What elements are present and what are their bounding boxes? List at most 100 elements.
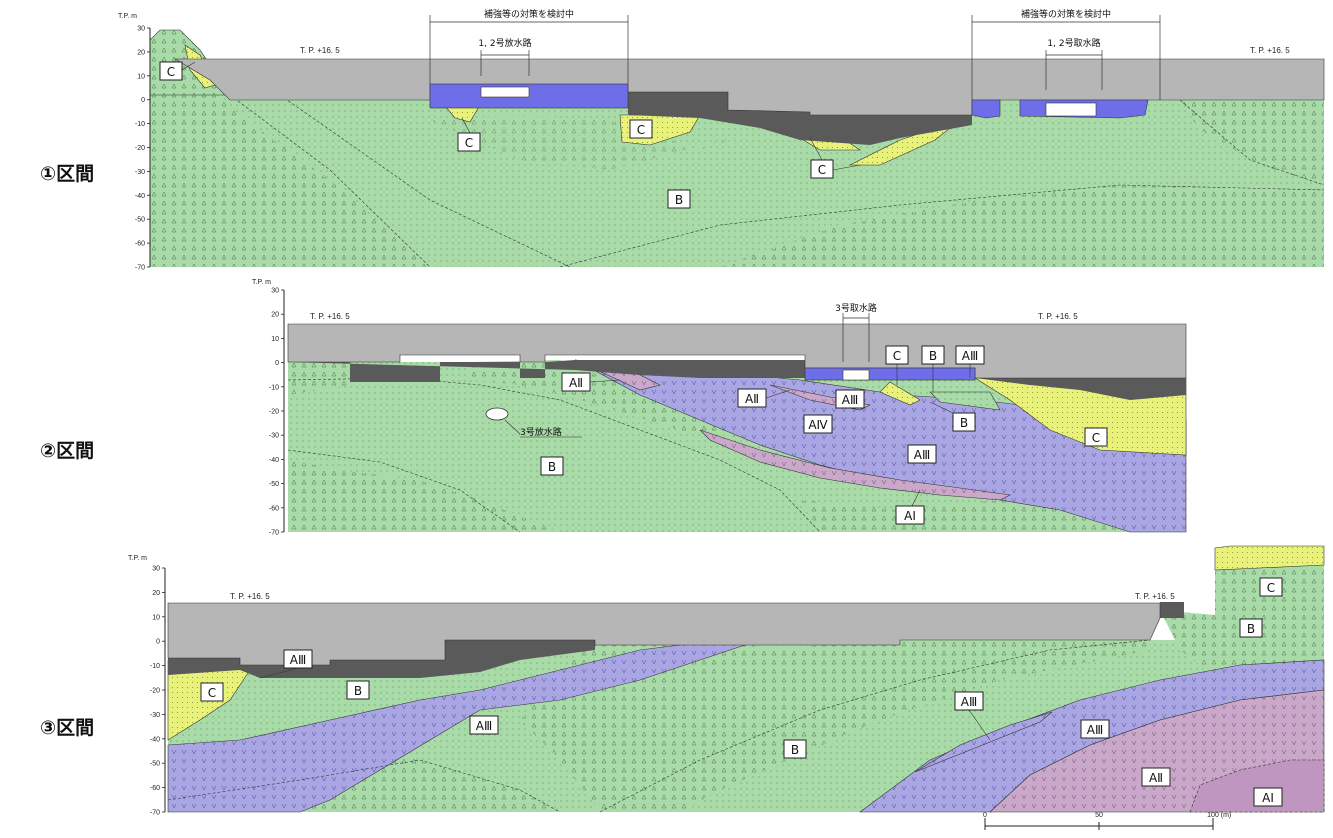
svg-text:C: C (167, 65, 175, 79)
boundary-2 (279, 94, 571, 268)
label-c-1a: C (159, 61, 196, 81)
ground-level-left-3: T. P. +16. 5 (230, 592, 270, 601)
label-aiii-2b: AⅢ (907, 444, 937, 464)
ground-level-left-1: T. P. +16. 5 (300, 46, 340, 55)
callout-right: 補強等の対策を検討中 1, 2号取水路 (971, 8, 1161, 100)
label-ai-2: AⅠ (895, 489, 925, 525)
dark-fill-3b (1160, 602, 1184, 618)
structure-left-text: 1, 2号放水路 (478, 37, 531, 49)
axis-tick-label: -40 (269, 457, 279, 464)
svg-text:AⅡ: AⅡ (569, 376, 583, 390)
svg-text:AⅢ: AⅢ (962, 349, 978, 363)
dark-fill-2 (288, 360, 805, 382)
axis-tick-label: -50 (150, 761, 160, 768)
svg-text:B: B (1247, 622, 1255, 636)
label-b-3b: B (783, 739, 807, 759)
label-c-1b: C (457, 117, 481, 152)
axis-tick-label: -10 (135, 121, 145, 128)
label-b-2a: B (921, 345, 945, 392)
axis-ticks-3: 30 20 10 0 -10 -20 -30 -40 -50 -60 -70 (150, 566, 165, 817)
svg-text:C: C (637, 123, 645, 137)
svg-text:B: B (791, 743, 799, 757)
axis-tick-label: -60 (269, 505, 279, 512)
layer-b-triangle-right (1180, 100, 1324, 185)
label-aiii-2c: AⅢ (955, 345, 985, 378)
svg-text:AⅢ: AⅢ (290, 653, 306, 667)
dark-fill-3 (168, 640, 595, 678)
scale-unit: (m) (1221, 812, 1232, 819)
axis-ticks-1: 30 20 10 0 -10 -20 -30 -40 -50 -60 -70 (135, 26, 150, 272)
callout-left-text: 補強等の対策を検討中 (484, 8, 574, 20)
layer-b-triangle-mid (430, 115, 760, 170)
structure-top-text: 3号取水路 (835, 302, 877, 314)
label-b-2c: B (540, 456, 564, 476)
layer-b-triangle-bottom (720, 185, 1324, 267)
layer-b-tri-3b (520, 640, 1150, 812)
boundary-3b (599, 639, 1151, 813)
label-c-1c: C (629, 119, 653, 139)
structure-right-text: 1, 2号取水路 (1047, 37, 1100, 49)
svg-text:C: C (465, 136, 473, 150)
section-label-1: ①区間 (40, 163, 94, 185)
axis-tick-label: 20 (152, 590, 160, 597)
axis-tick-label: -30 (135, 169, 145, 176)
axis-tick-label: -30 (150, 712, 160, 719)
boundary-3a (167, 759, 561, 813)
label-aiii-3a: AⅢ (259, 649, 313, 679)
axis-tick-label: 20 (137, 49, 145, 56)
axis-tick-label: 30 (137, 26, 145, 33)
svg-text:C: C (893, 349, 901, 363)
axis-tick-label: -40 (135, 193, 145, 200)
ground-level-right-1: T. P. +16. 5 (1250, 46, 1290, 55)
axis-title-3: T.P. m (128, 555, 147, 562)
axis-tick-label: 0 (275, 360, 279, 367)
axis-title-2: T.P. m (252, 279, 271, 286)
callout-right-text: 補強等の対策を検討中 (1021, 8, 1111, 20)
svg-text:AⅡ: AⅡ (1149, 771, 1163, 785)
culvert-3 (842, 369, 870, 381)
scale-tick-100: 100 (1207, 812, 1219, 819)
axis-tick-label: -20 (150, 688, 160, 695)
svg-text:AⅠ: AⅠ (1262, 791, 1274, 805)
section-1: 30 20 10 0 -10 -20 -30 -40 -50 -60 -70 T.P. m T. P… (40, 8, 1325, 272)
section-2: 3号放水路 30 20 10 0 -10 -20 -30 -40 -50 -60 -70 T.P. … (40, 279, 1187, 537)
axis-tick-label: -70 (135, 265, 145, 272)
dark-fill (628, 92, 972, 145)
axis-tick-label: -60 (135, 241, 145, 248)
svg-text:AⅡ: AⅡ (745, 392, 759, 406)
label-c-2a: C (885, 345, 909, 385)
axis-tick-label: -50 (269, 481, 279, 488)
label-ai-3: AⅠ (1253, 787, 1283, 807)
outfall-pipe-3 (485, 407, 509, 421)
svg-text:B: B (929, 349, 937, 363)
intake-structure-3 (804, 367, 976, 381)
label-aiv-2: AⅣ (803, 414, 833, 434)
axis-title-1: T.P. m (118, 13, 137, 20)
dark-fill-2b (975, 378, 1186, 400)
axis-tick-label: 0 (141, 97, 145, 104)
axis-tick-label: 0 (156, 639, 160, 646)
svg-text:AⅣ: AⅣ (808, 418, 827, 432)
scale-tick-0: 0 (983, 812, 987, 819)
axis-tick-label: -40 (150, 736, 160, 743)
layer-b-tri-2d (800, 500, 1160, 532)
layer-aiii-3c (914, 711, 1053, 773)
svg-text:AⅢ: AⅢ (961, 695, 977, 709)
svg-text:AⅢ: AⅢ (914, 448, 930, 462)
axis-tick-label: 10 (152, 614, 160, 621)
structure-3-callout: 3号取水路 (835, 302, 877, 362)
svg-text:C: C (1092, 431, 1100, 445)
label-aiii-3d: AⅢ (1080, 719, 1110, 739)
axis-tick-label: -10 (269, 384, 279, 391)
fill-gray-3 (167, 602, 1161, 666)
svg-text:B: B (960, 416, 968, 430)
svg-text:B: B (675, 193, 683, 207)
section-label-3: ③区間 (40, 717, 94, 739)
layer-aiii-3a (167, 639, 761, 813)
axis-tick-label: -30 (269, 433, 279, 440)
svg-text:B: B (354, 684, 362, 698)
label-c-2b: C (1084, 427, 1108, 447)
label-aiii-3c: AⅢ (954, 691, 991, 741)
